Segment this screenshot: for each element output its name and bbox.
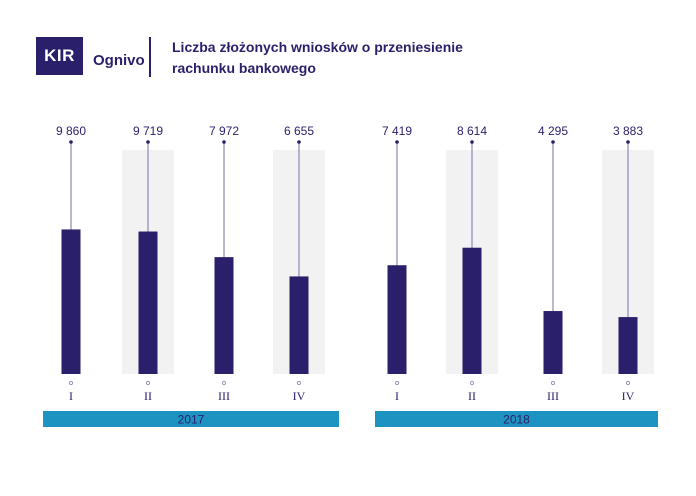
tick-dot: [221, 380, 227, 386]
header-divider: [149, 37, 151, 77]
tick-dot: [550, 380, 556, 386]
bar: [462, 247, 482, 374]
stem-top-dot: [395, 140, 399, 144]
value-label: 9 719: [133, 124, 163, 138]
bar: [214, 257, 234, 374]
tick-dot: [145, 380, 151, 386]
bar: [61, 229, 81, 374]
year-label: 2018: [503, 413, 530, 427]
tick-dot: [394, 380, 400, 386]
stem-top-dot: [146, 140, 150, 144]
category-label: IV: [293, 389, 306, 403]
chart-title: Liczba złożonych wniosków o przeniesieni…: [172, 39, 463, 76]
value-label: 3 883: [613, 124, 643, 138]
category-label: I: [395, 389, 399, 403]
stem-top-dot: [551, 140, 555, 144]
year-label: 2017: [178, 413, 205, 427]
category-label: III: [547, 389, 559, 403]
bar: [289, 276, 309, 374]
category-label: II: [468, 389, 476, 403]
value-label: 9 860: [56, 124, 86, 138]
bar: [138, 231, 158, 374]
category-label: I: [69, 389, 73, 403]
kir-logo: KIR: [36, 37, 83, 75]
tick-dot: [469, 380, 475, 386]
bar: [387, 265, 407, 374]
bar: [618, 317, 638, 374]
category-label: IV: [622, 389, 635, 403]
value-label: 8 614: [457, 124, 487, 138]
tick-dot: [625, 380, 631, 386]
stem-top-dot: [222, 140, 226, 144]
category-label: III: [218, 389, 230, 403]
stem-top-dot: [297, 140, 301, 144]
product-name: Ognivo: [93, 52, 145, 69]
category-label: II: [144, 389, 152, 403]
value-label: 7 972: [209, 124, 239, 138]
bar: [543, 311, 563, 374]
value-label: 4 295: [538, 124, 568, 138]
tick-dot: [68, 380, 74, 386]
tick-dot: [296, 380, 302, 386]
year-band: [375, 411, 658, 427]
stem-top-dot: [626, 140, 630, 144]
value-label: 6 655: [284, 124, 314, 138]
value-label: 7 419: [382, 124, 412, 138]
stem-top-dot: [470, 140, 474, 144]
year-band: [43, 411, 339, 427]
logo-brand-text: KIR: [44, 46, 75, 65]
stem-top-dot: [69, 140, 73, 144]
